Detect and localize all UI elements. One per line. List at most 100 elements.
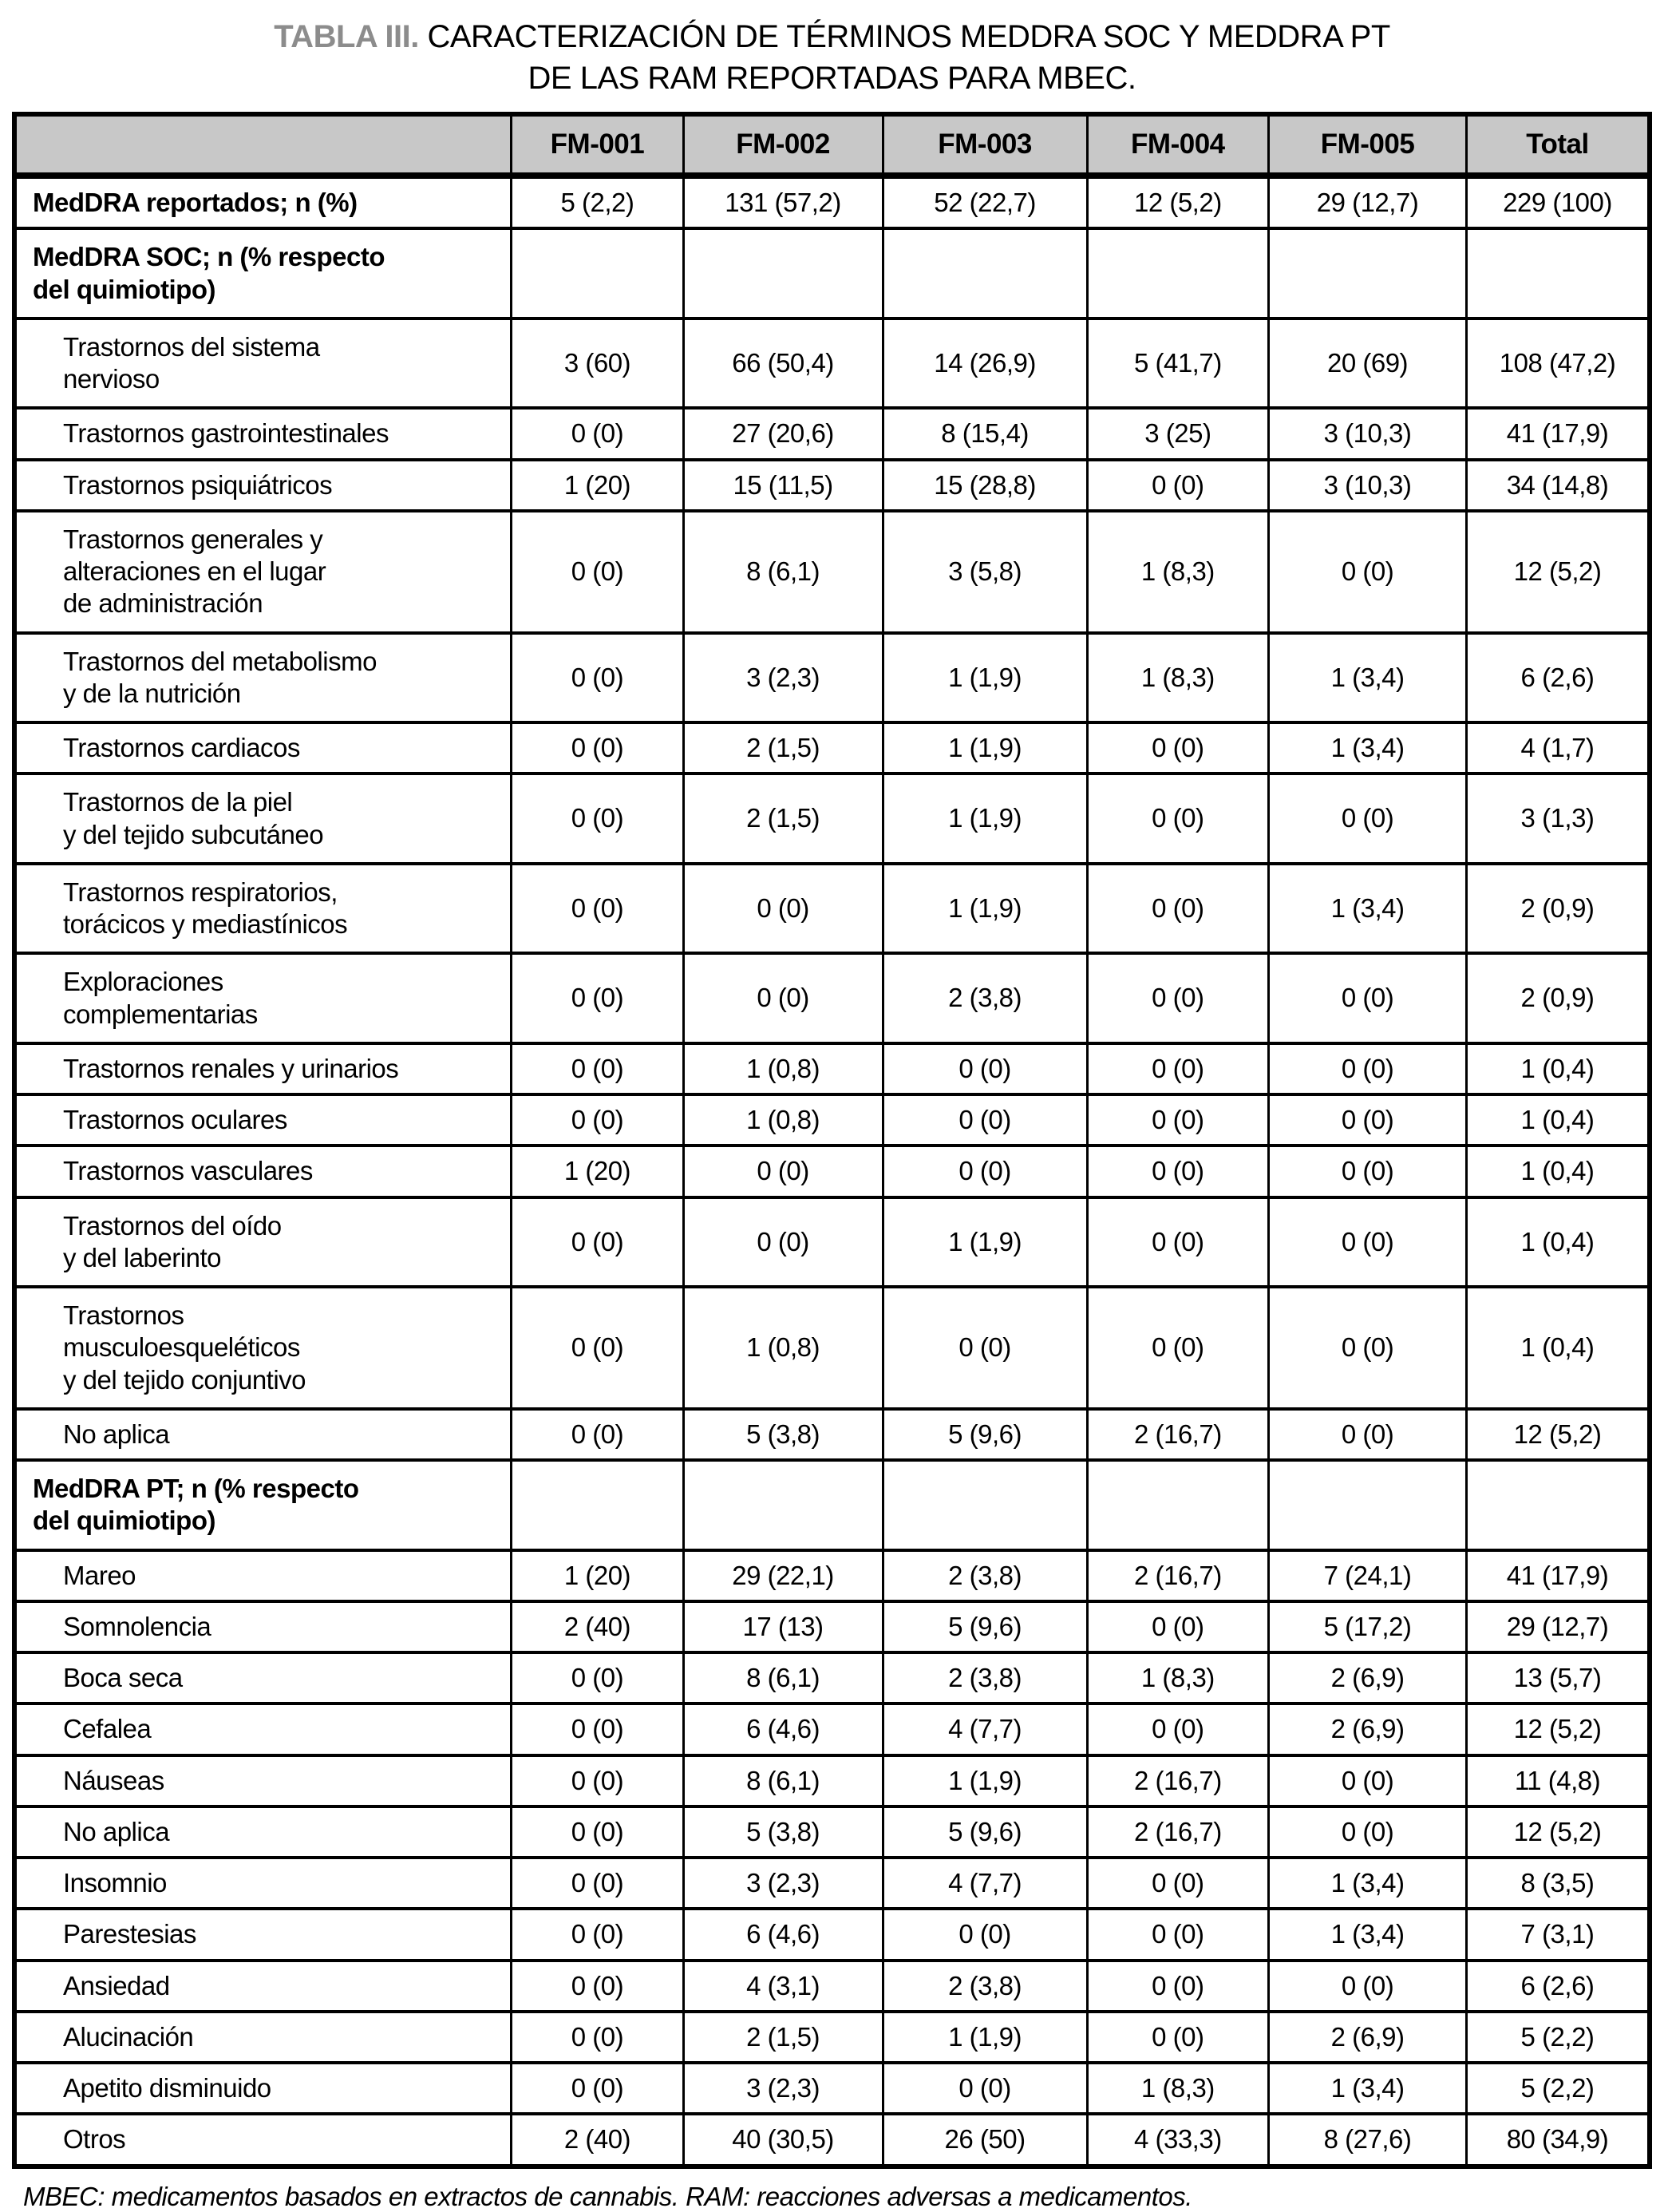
value-cell: 29 (12,7) <box>1464 1599 1651 1655</box>
row-label: Ansiedad <box>13 1958 513 2013</box>
value-cell: 0 (0) <box>510 2009 685 2065</box>
value-cell: 13 (5,7) <box>1464 1650 1651 1706</box>
table-row: Trastornos oculares 0 (0) 1 (0,8) 0 (0) 0 (… <box>13 1092 1651 1148</box>
table-row: Trastornos de la piel y del tejido subcu… <box>13 772 1651 865</box>
value-cell: 5 (9,6) <box>881 1804 1089 1860</box>
value-cell: 3 (5,8) <box>881 508 1089 635</box>
value-cell <box>1267 227 1468 320</box>
row-label: Mareo <box>13 1548 513 1603</box>
value-cell: 1 (0,8) <box>682 1092 884 1148</box>
value-cell: 1 (8,3) <box>1085 508 1271 635</box>
table-row: MedDRA PT; n (% respecto del quimiotipo) <box>13 1458 1651 1552</box>
value-cell: 0 (0) <box>1085 1702 1271 1757</box>
value-cell: 3 (60) <box>510 316 685 410</box>
row-label: Trastornos psiquiátricos <box>13 457 513 512</box>
value-cell: 0 (0) <box>510 1285 685 1411</box>
value-cell: 0 (0) <box>510 1041 685 1097</box>
value-cell: 0 (0) <box>510 406 685 461</box>
value-cell: 17 (13) <box>682 1599 884 1655</box>
value-cell: 1 (1,9) <box>881 2009 1089 2065</box>
table-row: Parestesias 0 (0) 6 (4,6) 0 (0) 0 (0) 1 (3,4… <box>13 1907 1651 1962</box>
value-cell: 0 (0) <box>1085 952 1271 1045</box>
value-cell: 0 (0) <box>1085 1144 1271 1199</box>
value-cell: 29 (22,1) <box>682 1548 884 1603</box>
table-row: Náuseas 0 (0) 8 (6,1) 1 (1,9) 2 (16,7) 0 (0)… <box>13 1753 1651 1808</box>
value-cell: 1 (8,3) <box>1085 1650 1271 1706</box>
value-cell: 1 (1,9) <box>881 631 1089 724</box>
row-label: Cefalea <box>13 1702 513 1757</box>
value-cell: 1 (3,4) <box>1267 1855 1468 1911</box>
row-label: Somnolencia <box>13 1599 513 1655</box>
value-cell: 0 (0) <box>510 1092 685 1148</box>
table-row: Trastornos del metabolismo y de la nutri… <box>13 631 1651 724</box>
value-cell: 5 (9,6) <box>881 1407 1089 1462</box>
value-cell: 2 (6,9) <box>1267 1650 1468 1706</box>
value-cell <box>682 227 884 320</box>
row-label: MedDRA PT; n (% respecto del quimiotipo) <box>13 1458 513 1552</box>
value-cell: 1 (3,4) <box>1267 2060 1468 2116</box>
value-cell <box>682 1458 884 1552</box>
value-cell: 2 (16,7) <box>1085 1407 1271 1462</box>
value-cell: 0 (0) <box>1085 1195 1271 1288</box>
value-cell: 12 (5,2) <box>1464 508 1651 635</box>
value-cell: 14 (26,9) <box>881 316 1089 410</box>
value-cell: 2 (3,8) <box>881 1650 1089 1706</box>
value-cell: 0 (0) <box>1267 1407 1468 1462</box>
column-header-fm-004: FM-004 <box>1085 113 1271 179</box>
table-row: Trastornos del oído y del laberinto 0 (0… <box>13 1195 1651 1288</box>
value-cell: 2 (3,8) <box>881 1958 1089 2013</box>
value-cell: 1 (1,9) <box>881 1195 1089 1288</box>
table-row: Ansiedad 0 (0) 4 (3,1) 2 (3,8) 0 (0) 0 (0) 6 … <box>13 1958 1651 2013</box>
value-cell: 0 (0) <box>510 1195 685 1288</box>
row-label: Trastornos oculares <box>13 1092 513 1148</box>
table-row: Exploraciones complementarias 0 (0) 0 (0)… <box>13 952 1651 1045</box>
meddra-table: FM-001 FM-002 FM-003 FM-004 FM-005 Total… <box>12 112 1652 2169</box>
column-header-fm-001: FM-001 <box>510 113 685 179</box>
row-label: Trastornos gastrointestinales <box>13 406 513 461</box>
table-row: Trastornos generales y alteraciones en e… <box>13 508 1651 635</box>
value-cell: 0 (0) <box>510 2060 685 2116</box>
row-label: Trastornos vasculares <box>13 1144 513 1199</box>
value-cell: 131 (57,2) <box>682 173 884 231</box>
value-cell: 8 (3,5) <box>1464 1855 1651 1911</box>
value-cell: 0 (0) <box>1085 1855 1271 1911</box>
value-cell: 2 (40) <box>510 1599 685 1655</box>
row-label: No aplica <box>13 1407 513 1462</box>
value-cell: 0 (0) <box>510 720 685 776</box>
row-label: No aplica <box>13 1804 513 1860</box>
value-cell: 4 (3,1) <box>682 1958 884 2013</box>
row-label: Boca seca <box>13 1650 513 1706</box>
value-cell: 1 (20) <box>510 1144 685 1199</box>
value-cell: 52 (22,7) <box>881 173 1089 231</box>
value-cell: 7 (24,1) <box>1267 1548 1468 1603</box>
table-header: FM-001 FM-002 FM-003 FM-004 FM-005 Total <box>13 113 1651 179</box>
value-cell <box>1464 1458 1651 1552</box>
value-cell: 2 (16,7) <box>1085 1753 1271 1808</box>
value-cell: 2 (16,7) <box>1085 1548 1271 1603</box>
value-cell: 0 (0) <box>1267 1753 1468 1808</box>
value-cell: 0 (0) <box>1267 1092 1468 1148</box>
value-cell: 0 (0) <box>1085 1285 1271 1411</box>
value-cell: 12 (5,2) <box>1464 1702 1651 1757</box>
table-row: Boca seca 0 (0) 8 (6,1) 2 (3,8) 1 (8,3) 2 (6… <box>13 1650 1651 1706</box>
value-cell: 0 (0) <box>1267 1958 1468 2013</box>
value-cell: 4 (7,7) <box>881 1702 1089 1757</box>
column-header-fm-005: FM-005 <box>1267 113 1468 179</box>
value-cell: 1 (0,8) <box>682 1041 884 1097</box>
value-cell: 5 (2,2) <box>1464 2060 1651 2116</box>
value-cell: 2 (0,9) <box>1464 952 1651 1045</box>
value-cell: 0 (0) <box>510 1804 685 1860</box>
value-cell: 29 (12,7) <box>1267 173 1468 231</box>
value-cell: 1 (3,4) <box>1267 720 1468 776</box>
value-cell: 1 (0,8) <box>682 1285 884 1411</box>
value-cell: 0 (0) <box>1267 1804 1468 1860</box>
value-cell: 0 (0) <box>1085 1599 1271 1655</box>
value-cell: 15 (11,5) <box>682 457 884 512</box>
row-label: Trastornos generales y alteraciones en e… <box>13 508 513 635</box>
value-cell: 2 (16,7) <box>1085 1804 1271 1860</box>
value-cell: 0 (0) <box>1085 772 1271 865</box>
value-cell: 3 (1,3) <box>1464 772 1651 865</box>
value-cell: 0 (0) <box>881 1092 1089 1148</box>
value-cell: 40 (30,5) <box>682 2112 884 2168</box>
value-cell: 0 (0) <box>1085 720 1271 776</box>
